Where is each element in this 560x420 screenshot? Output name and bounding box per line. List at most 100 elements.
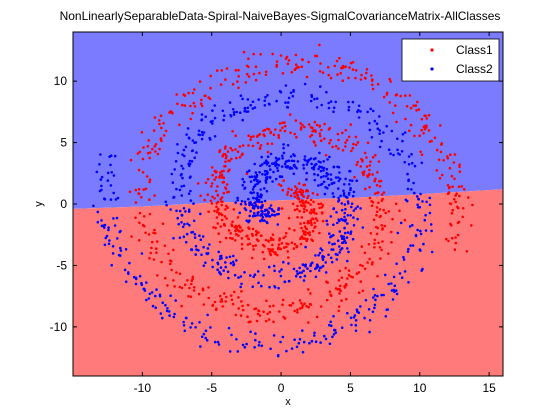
point-class2	[326, 158, 329, 161]
point-class1	[281, 303, 284, 307]
point-class2	[324, 337, 328, 341]
point-class1	[309, 303, 313, 306]
point-class2	[308, 341, 311, 345]
point-class1	[233, 290, 236, 294]
point-class1	[220, 196, 224, 199]
point-class2	[164, 200, 168, 204]
point-class2	[189, 189, 192, 193]
point-class2	[180, 185, 183, 188]
point-class1	[455, 192, 458, 195]
point-class1	[302, 221, 306, 225]
point-class1	[231, 220, 234, 224]
point-class1	[380, 224, 384, 227]
point-class2	[352, 190, 356, 194]
point-class2	[261, 219, 265, 222]
point-class1	[458, 165, 461, 169]
point-class1	[439, 124, 442, 127]
point-class2	[325, 174, 328, 178]
point-class1	[246, 315, 249, 319]
point-class1	[425, 126, 428, 129]
point-class2	[359, 207, 362, 210]
point-class1	[220, 69, 224, 72]
point-class1	[293, 68, 297, 71]
point-class1	[310, 223, 313, 227]
point-class2	[184, 210, 187, 213]
point-class1	[286, 193, 289, 196]
point-class2	[241, 118, 244, 122]
point-class2	[253, 162, 256, 166]
point-class1	[379, 179, 383, 183]
point-class1	[153, 228, 156, 232]
point-class2	[278, 89, 282, 93]
point-class1	[295, 135, 298, 139]
point-class2	[178, 236, 182, 239]
point-class2	[332, 110, 335, 113]
point-class1	[412, 104, 415, 107]
point-class2	[114, 198, 118, 201]
point-class1	[313, 141, 316, 144]
point-class2	[323, 192, 327, 196]
point-class1	[375, 225, 378, 229]
point-class2	[332, 314, 335, 318]
point-class1	[271, 248, 275, 251]
point-class1	[344, 145, 347, 148]
point-class2	[335, 258, 339, 261]
point-class1	[241, 308, 245, 312]
y-tick-label: 5	[60, 136, 67, 150]
point-class2	[329, 178, 333, 181]
point-class2	[176, 216, 179, 220]
point-class2	[227, 326, 231, 330]
point-class1	[220, 203, 223, 207]
point-class2	[109, 163, 112, 167]
point-class1	[252, 135, 255, 138]
point-class1	[440, 173, 444, 177]
point-class2	[103, 243, 107, 247]
point-class2	[161, 301, 164, 305]
point-class1	[376, 171, 379, 174]
point-class1	[296, 308, 299, 312]
point-class2	[100, 219, 103, 222]
point-class1	[305, 304, 308, 308]
point-class2	[107, 226, 110, 229]
point-class1	[338, 269, 342, 273]
point-class2	[110, 263, 113, 267]
legend-label-class2: Class2	[456, 62, 493, 76]
point-class1	[320, 128, 323, 132]
point-class2	[339, 194, 342, 198]
point-class2	[419, 192, 422, 196]
point-class2	[159, 312, 163, 315]
point-class1	[284, 235, 287, 238]
point-class1	[187, 91, 190, 95]
point-class2	[391, 298, 395, 301]
point-class2	[254, 332, 257, 335]
point-class1	[249, 320, 252, 324]
point-class2	[406, 187, 410, 191]
point-class2	[185, 133, 188, 136]
point-class2	[226, 270, 230, 274]
point-class2	[222, 269, 225, 272]
point-class1	[299, 242, 303, 246]
point-class2	[183, 154, 186, 158]
point-class2	[99, 178, 103, 181]
point-class1	[247, 65, 250, 69]
point-class1	[364, 187, 367, 191]
point-class2	[231, 260, 235, 264]
point-class1	[212, 226, 215, 229]
point-class1	[316, 219, 319, 222]
point-class2	[154, 306, 157, 310]
point-class2	[251, 107, 255, 110]
point-class1	[228, 159, 231, 163]
point-class2	[304, 265, 307, 268]
point-class2	[284, 84, 288, 87]
point-class2	[108, 239, 111, 242]
point-class1	[408, 129, 411, 133]
point-class1	[213, 209, 216, 213]
point-class2	[352, 316, 356, 319]
point-class2	[138, 274, 142, 278]
point-class1	[438, 176, 442, 180]
point-class2	[107, 228, 110, 232]
point-class1	[164, 129, 168, 133]
point-class2	[352, 209, 356, 212]
point-class2	[255, 179, 259, 183]
point-class1	[337, 147, 340, 150]
